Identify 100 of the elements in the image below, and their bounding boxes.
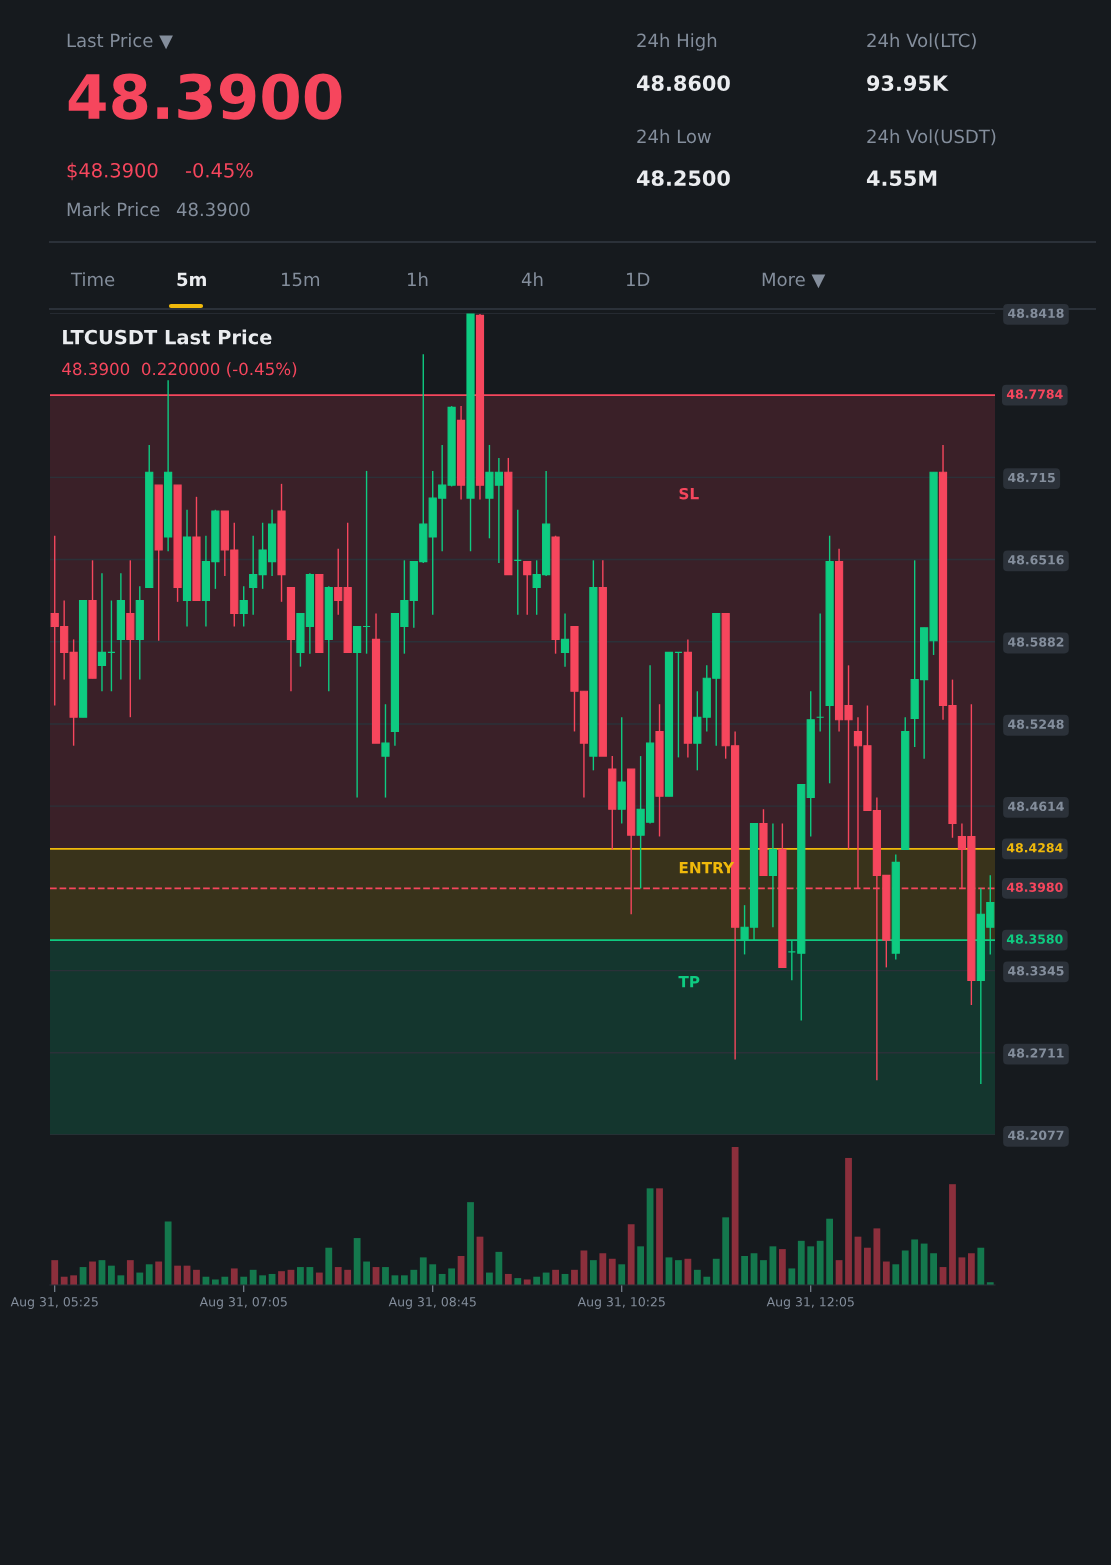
bar (448, 1268, 456, 1285)
text: 15m (281, 272, 320, 287)
x-tick-label: Aug 31, 07:05 (199, 1297, 287, 1309)
y-tick-label: 48.715 (1008, 472, 1055, 483)
bar (845, 1157, 852, 1285)
bar (967, 1253, 975, 1285)
bar (344, 1269, 352, 1285)
bar (230, 1268, 238, 1285)
bar (89, 1261, 96, 1285)
text: 1h (407, 272, 428, 286)
text: 4h (521, 272, 543, 286)
bar (589, 1260, 597, 1285)
text: 48.3900 0.220000 (-0.45%) (62, 362, 297, 378)
bar (731, 1146, 739, 1285)
candlestick (560, 612, 570, 668)
x-tick-label: Aug 31, 05:25 (10, 1297, 98, 1309)
bar (306, 1267, 314, 1285)
text: 4.55M (866, 170, 937, 187)
bar (684, 1258, 692, 1285)
bar (618, 1264, 626, 1285)
candlestick (381, 703, 390, 799)
bar (675, 1260, 682, 1285)
bar (51, 1260, 59, 1285)
bar (816, 1240, 824, 1285)
ref-line-label: 48.4284 (1006, 843, 1063, 853)
y-tick-label: 48.3345 (1008, 966, 1064, 976)
y-tick-label: 48.5882 (1008, 637, 1064, 647)
x-tick-label: Aug 31, 10:25 (577, 1297, 665, 1309)
text: 48.3900 (68, 73, 342, 120)
bar (788, 1268, 796, 1285)
x-tick-label: Aug 31, 08:45 (388, 1297, 476, 1309)
text: 5m (177, 272, 206, 287)
bar (542, 1272, 550, 1285)
bar (429, 1264, 437, 1285)
bar (864, 1247, 871, 1285)
text: 24h Vol(USDT) (867, 129, 996, 146)
bar (410, 1269, 418, 1285)
bar (315, 1272, 323, 1285)
ref-line-label: 48.7784 (1006, 389, 1063, 399)
y-tick-label: 48.2711 (1008, 1048, 1064, 1058)
bar (722, 1217, 730, 1285)
bar (126, 1260, 134, 1285)
bar (325, 1247, 333, 1285)
text: $48.3900 (67, 162, 158, 181)
band-label: SL (679, 487, 699, 500)
bar (892, 1264, 900, 1285)
bar (807, 1246, 815, 1285)
bar (523, 1279, 531, 1285)
text: Time (70, 272, 115, 287)
bar (949, 1184, 956, 1285)
bar (249, 1269, 257, 1285)
bar (741, 1256, 748, 1285)
text: More ▼ (762, 272, 826, 289)
bar (164, 1221, 172, 1285)
bar (637, 1246, 645, 1285)
bar (911, 1239, 919, 1285)
bar (504, 1273, 512, 1285)
bar (882, 1261, 890, 1285)
text: 24h High (637, 33, 717, 51)
bar (108, 1265, 115, 1285)
bar (259, 1275, 267, 1285)
bar (193, 1269, 200, 1285)
text: 24h Low (637, 129, 711, 144)
y-tick-label: 48.4614 (1008, 801, 1064, 812)
bar (363, 1261, 370, 1285)
bar (70, 1275, 78, 1285)
y-tick-label: 48.5248 (1008, 719, 1064, 729)
y-tick-label: 48.2077 (1008, 1130, 1064, 1140)
bar (155, 1261, 163, 1285)
bar (467, 1202, 474, 1285)
bar (419, 1257, 427, 1285)
candlestick (97, 572, 107, 692)
bar (382, 1267, 389, 1285)
text: 24h Vol(LTC) (867, 33, 976, 50)
bar (930, 1253, 937, 1285)
x-tick-label: Aug 31, 12:05 (766, 1297, 854, 1309)
text: 48.2500 (636, 170, 730, 187)
bar (297, 1267, 304, 1285)
bar (760, 1260, 767, 1285)
bar (873, 1228, 881, 1285)
bar (693, 1269, 701, 1285)
bar (486, 1272, 493, 1285)
bar (174, 1265, 181, 1285)
bar (353, 1238, 361, 1285)
bar (608, 1258, 616, 1285)
bar (552, 1269, 559, 1285)
y-tick-label: 48.8418 (1008, 308, 1064, 318)
text: Last Price ▼ (67, 33, 173, 50)
bar (977, 1247, 985, 1285)
bar (797, 1240, 805, 1285)
bar (656, 1188, 663, 1285)
candlestick (523, 560, 532, 616)
ref-line-label: 48.3580 (1006, 934, 1063, 944)
bar (920, 1243, 928, 1285)
text: 93.95K (867, 75, 949, 92)
bar (826, 1218, 834, 1285)
bar (901, 1250, 909, 1285)
bar (599, 1253, 607, 1285)
bar (145, 1264, 153, 1285)
bar (495, 1251, 503, 1285)
